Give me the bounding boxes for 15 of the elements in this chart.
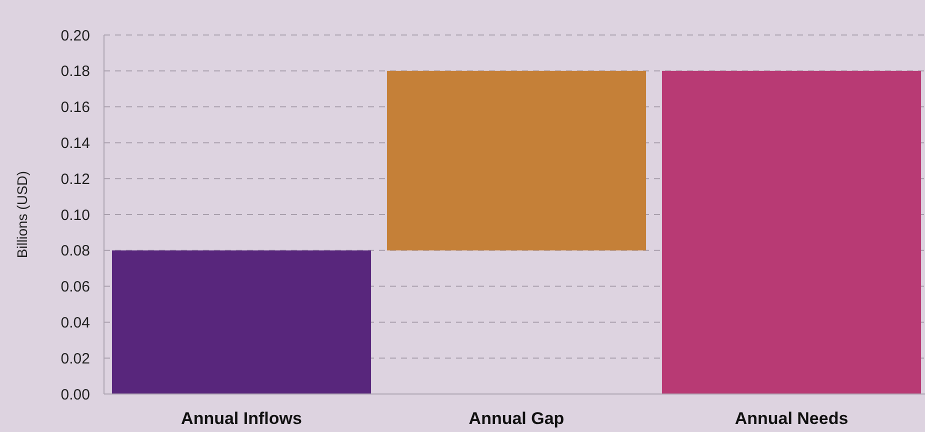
y-tick-label: 0.18: [60, 63, 90, 80]
y-tick-label: 0.12: [60, 170, 90, 188]
y-tick-label: 0.04: [60, 314, 90, 332]
y-tick-label: 0.20: [60, 27, 90, 44]
y-tick-label: 0.06: [60, 278, 90, 296]
x-tick-label: Annual Needs: [734, 409, 848, 428]
y-tick-label: 0.14: [60, 134, 90, 152]
x-tick-label: Annual Inflows: [181, 409, 302, 428]
y-tick-label: 0.10: [60, 206, 90, 224]
x-tick-label: Annual Gap: [468, 409, 564, 428]
y-axis-title: Billions (USD): [14, 170, 30, 258]
y-tick-label: 0.00: [60, 386, 90, 404]
y-tick-label: 0.08: [60, 242, 90, 260]
y-tick-label: 0.02: [60, 350, 90, 368]
y-tick-label: 0.16: [60, 99, 90, 116]
